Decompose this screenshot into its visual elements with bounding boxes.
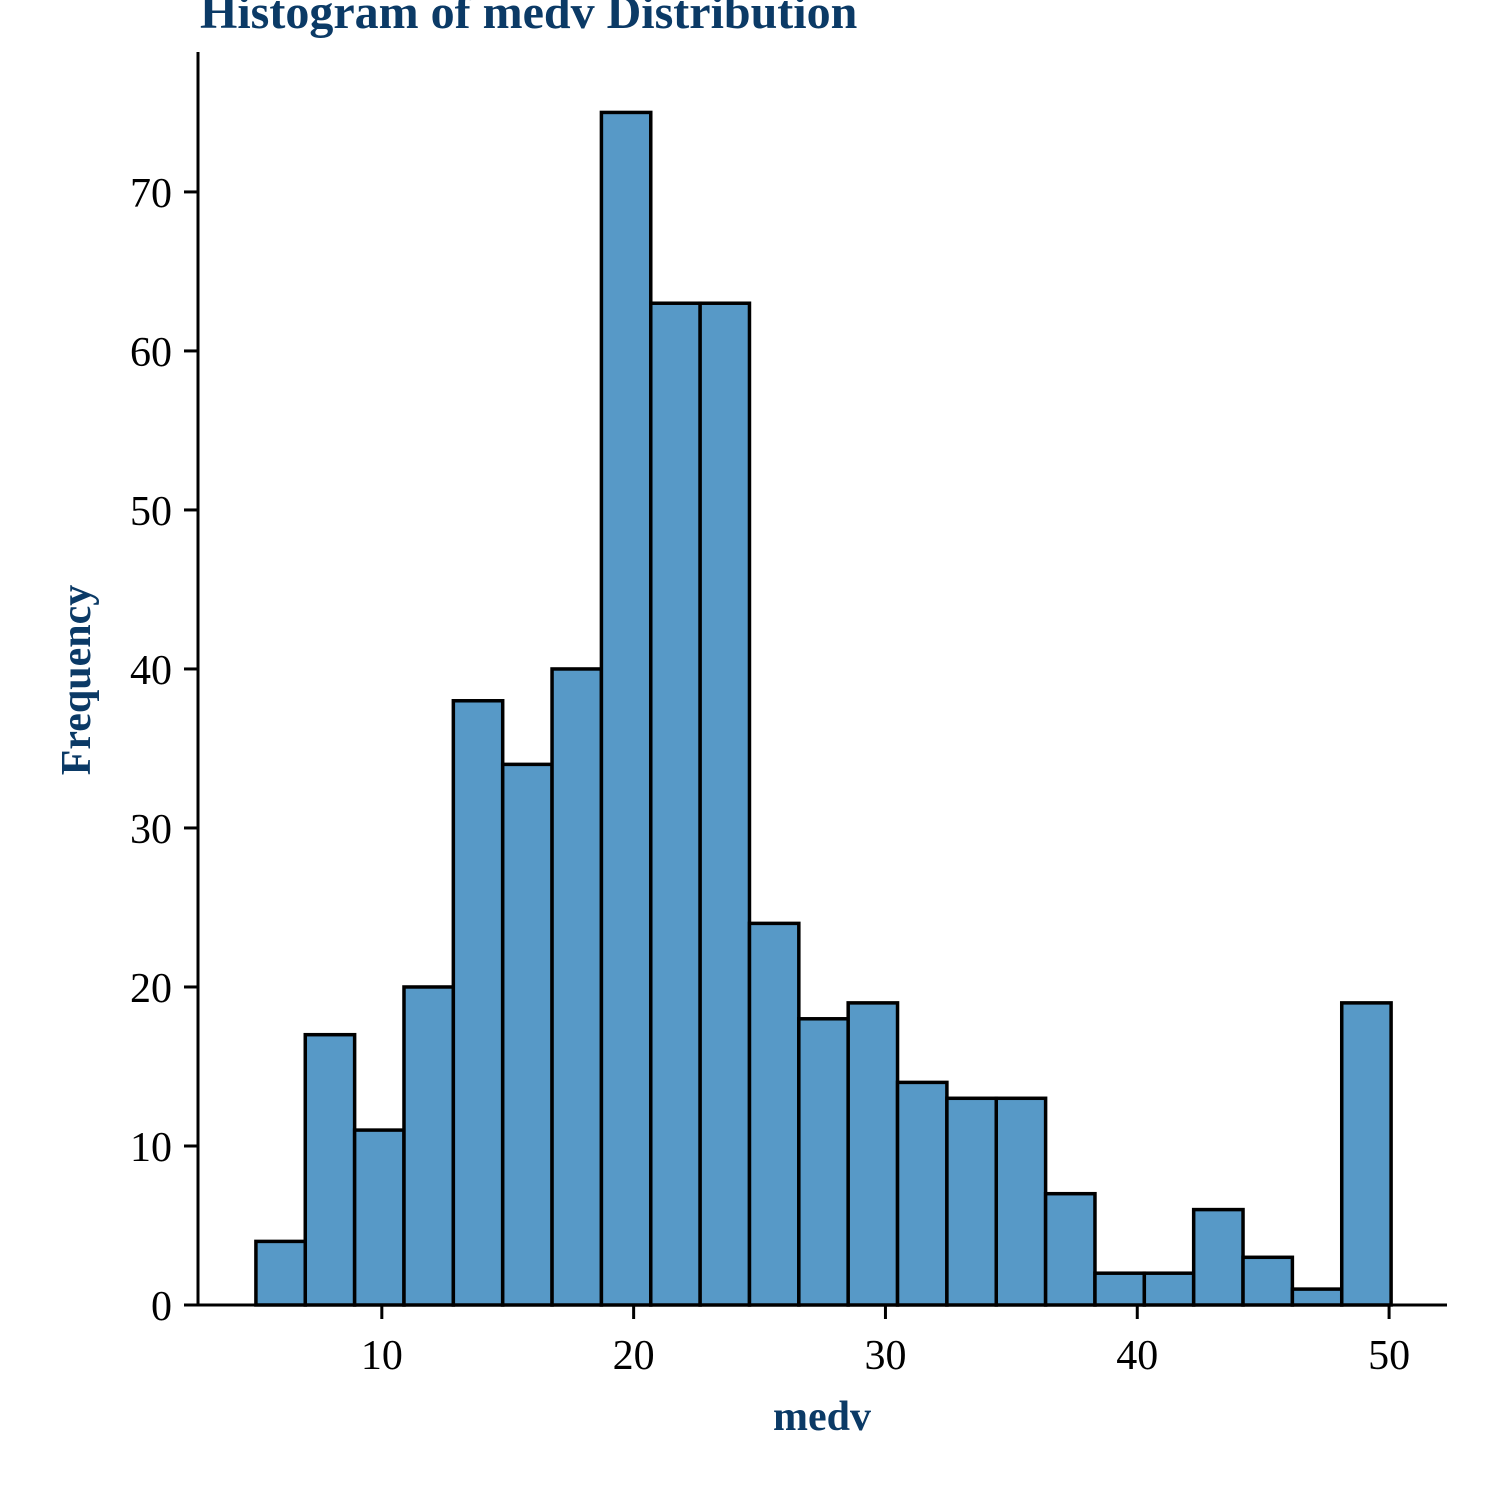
bars-group — [254, 110, 1393, 1307]
y-tick-label: 30 — [130, 807, 172, 853]
x-ticks-group: 10 20 30 40 50 — [361, 1305, 1410, 1379]
y-tick-label: 70 — [130, 171, 172, 217]
x-axis-title: medv — [773, 1394, 871, 1440]
histogram-bar-12 — [846, 1001, 900, 1307]
histogram-bar-5 — [500, 762, 554, 1307]
histogram-bar-13 — [895, 1080, 949, 1307]
y-tick-label: 40 — [130, 648, 172, 694]
y-tick-label: 20 — [130, 966, 172, 1012]
histogram-bar-14 — [945, 1096, 999, 1307]
y-tick-label: 60 — [130, 330, 172, 376]
histogram-bar-3 — [402, 985, 456, 1307]
y-axis-title: Frequency — [54, 585, 100, 776]
y-tick-label: 0 — [151, 1284, 172, 1330]
histogram-bar-7 — [599, 110, 653, 1307]
histogram-bar-10 — [747, 921, 801, 1307]
y-ticks-group: 0 10 20 30 40 50 60 70 — [130, 171, 198, 1330]
x-tick-label: 50 — [1368, 1333, 1410, 1379]
histogram-bar-6 — [550, 667, 604, 1307]
histogram-bar-11 — [797, 1017, 850, 1307]
histogram-bar-17 — [1093, 1271, 1147, 1307]
y-tick-label: 10 — [130, 1125, 172, 1171]
x-tick-label: 20 — [613, 1333, 655, 1379]
histogram-bar-19 — [1191, 1207, 1245, 1307]
chart-title: Histogram of medv Distribution — [200, 0, 857, 39]
y-tick-label: 50 — [130, 489, 172, 535]
histogram-bar-20 — [1241, 1255, 1295, 1307]
histogram-bar-18 — [1142, 1271, 1196, 1307]
histogram-bar-2 — [352, 1128, 406, 1307]
histogram-bar-0 — [254, 1239, 308, 1307]
histogram-bar-16 — [1043, 1191, 1097, 1307]
histogram-bar-21 — [1290, 1287, 1344, 1307]
histogram-bar-15 — [994, 1096, 1048, 1307]
histogram-bar-22 — [1339, 1001, 1393, 1307]
histogram-bar-1 — [303, 1032, 357, 1307]
histogram-bar-9 — [698, 301, 752, 1307]
x-tick-label: 40 — [1116, 1333, 1158, 1379]
histogram-bar-8 — [649, 301, 702, 1307]
histogram-bar-4 — [451, 699, 505, 1307]
x-tick-label: 10 — [361, 1333, 403, 1379]
x-tick-label: 30 — [864, 1333, 906, 1379]
